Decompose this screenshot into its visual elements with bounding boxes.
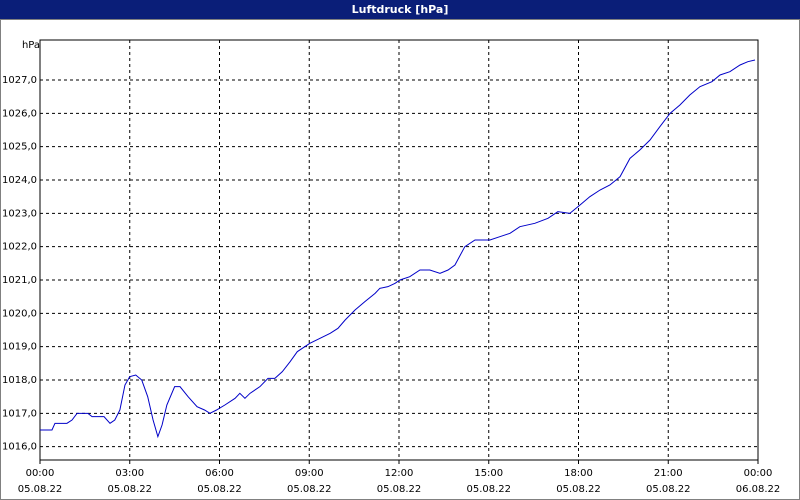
y-tick-label: 1027,0 — [2, 75, 37, 86]
y-tick-label: 1020,0 — [2, 308, 37, 319]
x-tick-date: 05.08.22 — [107, 484, 152, 495]
x-tick-label: 18:00 — [564, 468, 593, 479]
x-tick-date: 05.08.22 — [377, 484, 422, 495]
y-tick-label: 1026,0 — [2, 108, 37, 119]
y-tick-label: 1021,0 — [2, 275, 37, 286]
x-tick-label: 12:00 — [385, 468, 414, 479]
y-tick-label: 1016,0 — [2, 442, 37, 453]
x-tick-label: 09:00 — [295, 468, 324, 479]
y-tick-label: 1017,0 — [2, 408, 37, 419]
chart-title: Luftdruck [hPa] — [352, 3, 449, 16]
plot-frame — [39, 39, 759, 461]
x-tick-date: 05.08.22 — [197, 484, 242, 495]
x-tick-date: 05.08.22 — [466, 484, 511, 495]
x-tick-label: 03:00 — [115, 468, 144, 479]
x-tick-date: 05.08.22 — [287, 484, 332, 495]
y-tick-label: 1022,0 — [2, 242, 37, 253]
y-tick-label: 1018,0 — [2, 375, 37, 386]
y-tick-label: 1023,0 — [2, 208, 37, 219]
x-tick-date: 06.08.22 — [736, 484, 781, 495]
x-tick-label: 21:00 — [654, 468, 683, 479]
title-bar — [0, 0, 800, 19]
window-border — [0, 19, 800, 500]
y-unit-label: hPa — [22, 40, 40, 51]
x-tick-label: 00:00 — [26, 468, 55, 479]
x-tick-label: 00:00 — [744, 468, 773, 479]
x-tick-label: 15:00 — [474, 468, 503, 479]
x-tick-date: 05.08.22 — [556, 484, 601, 495]
x-tick-date: 05.08.22 — [646, 484, 691, 495]
line — [40, 59, 756, 439]
y-tick-label: 1025,0 — [2, 142, 37, 153]
x-tick-date: 05.08.22 — [18, 484, 63, 495]
x-tick-label: 06:00 — [205, 468, 234, 479]
y-tick-label: 1019,0 — [2, 342, 37, 353]
y-tick-label: 1024,0 — [2, 175, 37, 186]
